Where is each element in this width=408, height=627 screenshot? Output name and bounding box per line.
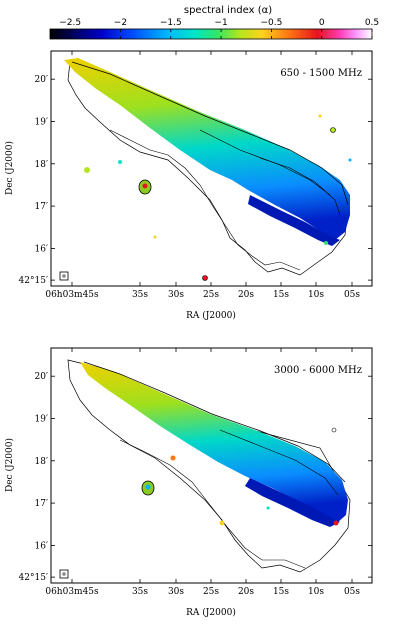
y-tick-label: 17′ bbox=[35, 499, 49, 509]
compact-source bbox=[118, 160, 122, 164]
compact-source bbox=[84, 167, 90, 173]
x-tick-label: 05s bbox=[344, 290, 360, 300]
compact-source bbox=[219, 520, 225, 526]
y-tick-label: 20′ bbox=[35, 75, 49, 85]
x-tick-label: 30s bbox=[168, 587, 184, 597]
x-tick-label: 35s bbox=[132, 290, 148, 300]
beam-icon bbox=[62, 572, 66, 576]
compact-source-core bbox=[142, 183, 148, 189]
x-tick-label: 10s bbox=[308, 290, 324, 300]
x-ticks: 06h03m45s 35s 30s 25s 20s 15s 10s 05s bbox=[45, 51, 360, 300]
compact-source-core bbox=[145, 484, 151, 490]
y-tick-label: 19′ bbox=[35, 415, 49, 425]
relic-contour bbox=[71, 61, 349, 206]
y-axis-label: Dec (J2000) bbox=[4, 438, 15, 492]
colorbar-ticks: −2.5 −2 −1.5 −1 −0.5 0 0.5 bbox=[59, 18, 379, 39]
compact-source bbox=[153, 235, 157, 239]
colorbar-tick-label: −0.5 bbox=[260, 18, 282, 28]
y-tick-label: 42°15′ bbox=[19, 573, 48, 583]
colorbar-tick-label: −1.5 bbox=[160, 18, 182, 28]
contour-inner bbox=[109, 129, 301, 271]
relic-contour bbox=[199, 129, 331, 196]
relic-contour bbox=[83, 361, 346, 483]
colorbar: spectral index (α) −2.5 −2 −1.5 −1 −0.5 0 0.5 bbox=[49, 5, 379, 40]
y-tick-label: 18′ bbox=[35, 457, 49, 467]
relic-steep-edge bbox=[245, 478, 340, 527]
x-tick-label: 30s bbox=[168, 290, 184, 300]
panel-label: 650 - 1500 MHz bbox=[280, 68, 362, 79]
relic-steep-edge bbox=[248, 195, 340, 246]
compact-source bbox=[318, 114, 322, 118]
compact-source bbox=[331, 427, 337, 433]
y-tick-label: 19′ bbox=[35, 118, 49, 128]
y-tick-label: 16′ bbox=[35, 541, 49, 551]
panel-map bbox=[64, 58, 352, 281]
relic-contour bbox=[259, 157, 341, 216]
compact-source bbox=[330, 127, 336, 133]
y-tick-label: 17′ bbox=[35, 202, 49, 212]
x-tick-label: 25s bbox=[203, 290, 219, 300]
compact-source bbox=[348, 158, 352, 162]
compact-source bbox=[202, 275, 208, 281]
panel-label: 3000 - 6000 MHz bbox=[274, 365, 362, 376]
colorbar-tick-label: −2 bbox=[114, 18, 127, 28]
colorbar-title: spectral index (α) bbox=[184, 5, 272, 16]
y-axis-label: Dec (J2000) bbox=[4, 141, 15, 195]
relic-contour bbox=[219, 429, 339, 496]
contour-inner bbox=[119, 439, 306, 569]
beam-box bbox=[59, 569, 69, 579]
panel-map bbox=[67, 359, 351, 573]
x-axis-label: RA (J2000) bbox=[186, 310, 236, 321]
panel-650-1500: 650 - 1500 MHz 20′ 19′ 18′ 17′ 16′ 42°15′ 06h… bbox=[4, 50, 373, 321]
x-axis-label: RA (J2000) bbox=[186, 607, 236, 618]
x-tick-label: 20s bbox=[238, 587, 254, 597]
x-tick-label: 10s bbox=[308, 587, 324, 597]
x-tick-label: 15s bbox=[273, 290, 289, 300]
beam-box bbox=[59, 271, 69, 281]
x-tick-label: 06h03m45s bbox=[45, 587, 99, 597]
colorbar-tick-label: 0.5 bbox=[365, 18, 379, 28]
compact-source bbox=[333, 520, 339, 526]
y-tick-label: 16′ bbox=[35, 244, 49, 254]
colorbar-tick-label: 0 bbox=[319, 18, 325, 28]
beam-icon bbox=[62, 274, 66, 278]
compact-source bbox=[170, 455, 176, 461]
y-ticks: 20′ 19′ 18′ 17′ 16′ 42°15′ bbox=[19, 372, 372, 583]
x-tick-label: 15s bbox=[273, 587, 289, 597]
y-tick-label: 20′ bbox=[35, 372, 49, 382]
compact-source bbox=[324, 241, 328, 245]
x-tick-label: 25s bbox=[203, 587, 219, 597]
x-tick-label: 05s bbox=[344, 587, 360, 597]
colorbar-tick-label: −2.5 bbox=[59, 18, 81, 28]
x-tick-label: 35s bbox=[132, 587, 148, 597]
y-ticks: 20′ 19′ 18′ 17′ 16′ 42°15′ bbox=[19, 75, 372, 286]
y-tick-label: 18′ bbox=[35, 160, 49, 170]
panel-3000-6000: 3000 - 6000 MHz 20′ 19′ 18′ 17′ 16′ 42°15′ 06… bbox=[4, 347, 373, 618]
relic-emission bbox=[80, 362, 348, 522]
compact-source bbox=[266, 506, 270, 510]
colorbar-tick-label: −1 bbox=[214, 18, 227, 28]
colorbar-gradient bbox=[49, 28, 373, 40]
x-ticks: 06h03m45s 35s 30s 25s 20s 15s 10s 05s bbox=[45, 348, 360, 597]
x-tick-label: 20s bbox=[238, 290, 254, 300]
y-tick-label: 42°15′ bbox=[19, 276, 48, 286]
relic-emission bbox=[64, 58, 350, 240]
x-tick-label: 06h03m45s bbox=[45, 290, 99, 300]
